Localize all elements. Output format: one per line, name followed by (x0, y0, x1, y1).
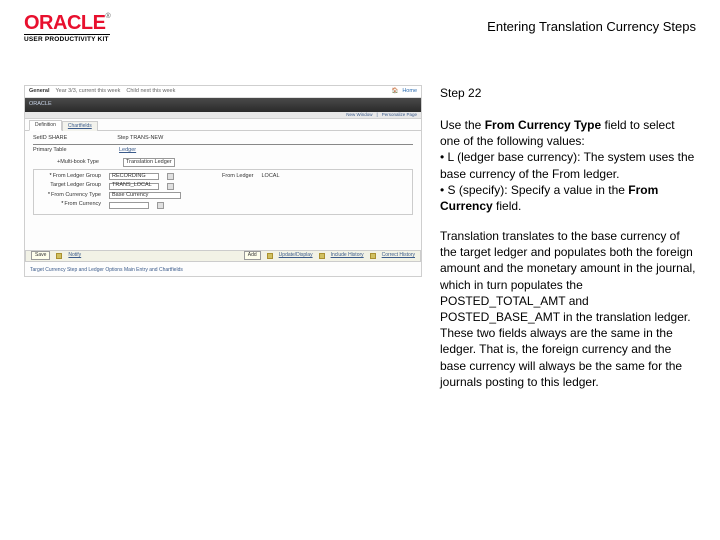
multibook-row: +Multi-book Type Translation Ledger (57, 158, 413, 167)
page-title: Entering Translation Currency Steps (487, 18, 696, 36)
target-ledger-group-input[interactable]: TRANS_LOCAL (109, 183, 159, 190)
form-row: From Currency Type Base Currency (39, 192, 407, 199)
lookup-icon[interactable] (157, 202, 164, 209)
lookup-icon[interactable] (167, 173, 174, 180)
grey-link: New Window (346, 112, 372, 118)
target-ledger-group-label: Target Ledger Group (39, 182, 101, 189)
notify-link[interactable]: Notify (68, 252, 81, 259)
from-ledger-label: From Ledger (222, 173, 254, 180)
toolbar: General Year 3/3, current this week Chil… (25, 86, 421, 98)
from-ledger-value: LOCAL (262, 173, 280, 180)
oracle-logo: ORACLE® (24, 14, 110, 32)
bullet-text: • S (specify): Specify a value in the (440, 183, 628, 197)
form-body: SetID SHARE Step TRANS-NEW Primary Table… (25, 131, 421, 221)
page-header: ORACLE® USER PRODUCTIVITY KIT Entering T… (24, 14, 696, 45)
bullet-text: • L (ledger base currency): The system u… (440, 150, 694, 180)
correct-link[interactable]: Correct History (382, 252, 415, 259)
from-ledger-group-label: From Ledger Group (39, 173, 101, 180)
registered-mark: ® (105, 13, 110, 20)
home-link: Home (402, 88, 417, 95)
fieldset-box: From Ledger Group RECORDING From Ledger … (33, 169, 413, 215)
step-number: Step 22 (440, 85, 696, 101)
history-icon[interactable] (319, 253, 325, 259)
home-icon: 🏠 (391, 88, 398, 95)
save-button[interactable]: Save (31, 251, 50, 260)
text: Use the (440, 118, 485, 132)
toolbar-tab: Child next this week (126, 88, 175, 95)
instruction-block: Use the From Currency Type field to sele… (440, 117, 696, 214)
toolbar-tab: General (29, 88, 49, 95)
form-row: From Currency (39, 201, 407, 208)
header-row: SetID SHARE Step TRANS-NEW (33, 135, 413, 142)
content-row: General Year 3/3, current this week Chil… (24, 85, 696, 404)
page-tabs: Definition Chartfields (25, 119, 421, 131)
primary-link: Ledger (119, 147, 136, 154)
footnote-links: Target Currency Step and Ledger Options … (30, 267, 183, 274)
notify-icon[interactable] (56, 253, 62, 259)
correct-icon[interactable] (370, 253, 376, 259)
explanation-paragraph: Translation translates to the base curre… (440, 228, 696, 390)
update-icon[interactable] (267, 253, 273, 259)
from-currency-input[interactable] (109, 202, 149, 209)
dark-brand: ORACLE (29, 101, 52, 108)
grey-link: Personalize Page (382, 112, 417, 118)
update-link[interactable]: Update/Display (279, 252, 313, 259)
grey-bar: New Window | Personalize Page (25, 112, 421, 119)
from-ledger-group-input[interactable]: RECORDING (109, 173, 159, 180)
toolbar-right: 🏠 Home (391, 88, 417, 95)
add-button[interactable]: Add (244, 251, 261, 260)
multibook-value: Translation Ledger (123, 158, 175, 167)
from-currency-label: From Currency (39, 201, 101, 208)
divider (33, 144, 413, 145)
text: field. (493, 199, 522, 213)
action-bar: Save Notify Add Update/Display Include H… (25, 250, 421, 262)
from-currency-type-select[interactable]: Base Currency (109, 192, 181, 199)
dark-header: ORACLE (25, 98, 421, 112)
primary-row: Primary Table Ledger (33, 147, 413, 154)
screenshot-column: General Year 3/3, current this week Chil… (24, 85, 422, 404)
form-row: Target Ledger Group TRANS_LOCAL (39, 182, 407, 189)
instruction-column: Step 22 Use the From Currency Type field… (440, 85, 696, 404)
from-currency-type-label: From Currency Type (39, 192, 101, 199)
app-screenshot: General Year 3/3, current this week Chil… (24, 85, 422, 277)
primary-label: Primary Table (33, 147, 109, 154)
tab-definition: Definition (29, 120, 62, 131)
brand-block: ORACLE® USER PRODUCTIVITY KIT (24, 14, 110, 45)
step-label: Step TRANS-NEW (117, 135, 163, 142)
form-row: From Ledger Group RECORDING From Ledger … (39, 173, 407, 180)
upk-label: USER PRODUCTIVITY KIT (24, 34, 110, 45)
toolbar-tab: Year 3/3, current this week (55, 88, 120, 95)
bold-text: From Currency Type (485, 118, 601, 132)
multibook-label: +Multi-book Type (57, 159, 113, 166)
brand-text: ORACLE (24, 12, 105, 34)
setid-label: SetID SHARE (33, 135, 67, 142)
lookup-icon[interactable] (167, 183, 174, 190)
history-link[interactable]: Include History (331, 252, 364, 259)
tab-chartfields: Chartfields (62, 121, 98, 131)
